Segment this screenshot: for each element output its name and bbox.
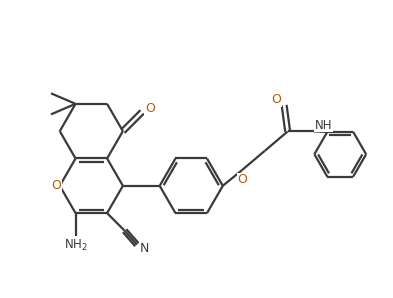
- Text: O: O: [237, 173, 247, 186]
- Text: O: O: [272, 93, 281, 106]
- Text: NH: NH: [315, 119, 332, 132]
- Text: O: O: [51, 179, 61, 192]
- Text: NH$_2$: NH$_2$: [64, 238, 88, 253]
- Text: O: O: [145, 102, 155, 115]
- Text: N: N: [140, 242, 149, 255]
